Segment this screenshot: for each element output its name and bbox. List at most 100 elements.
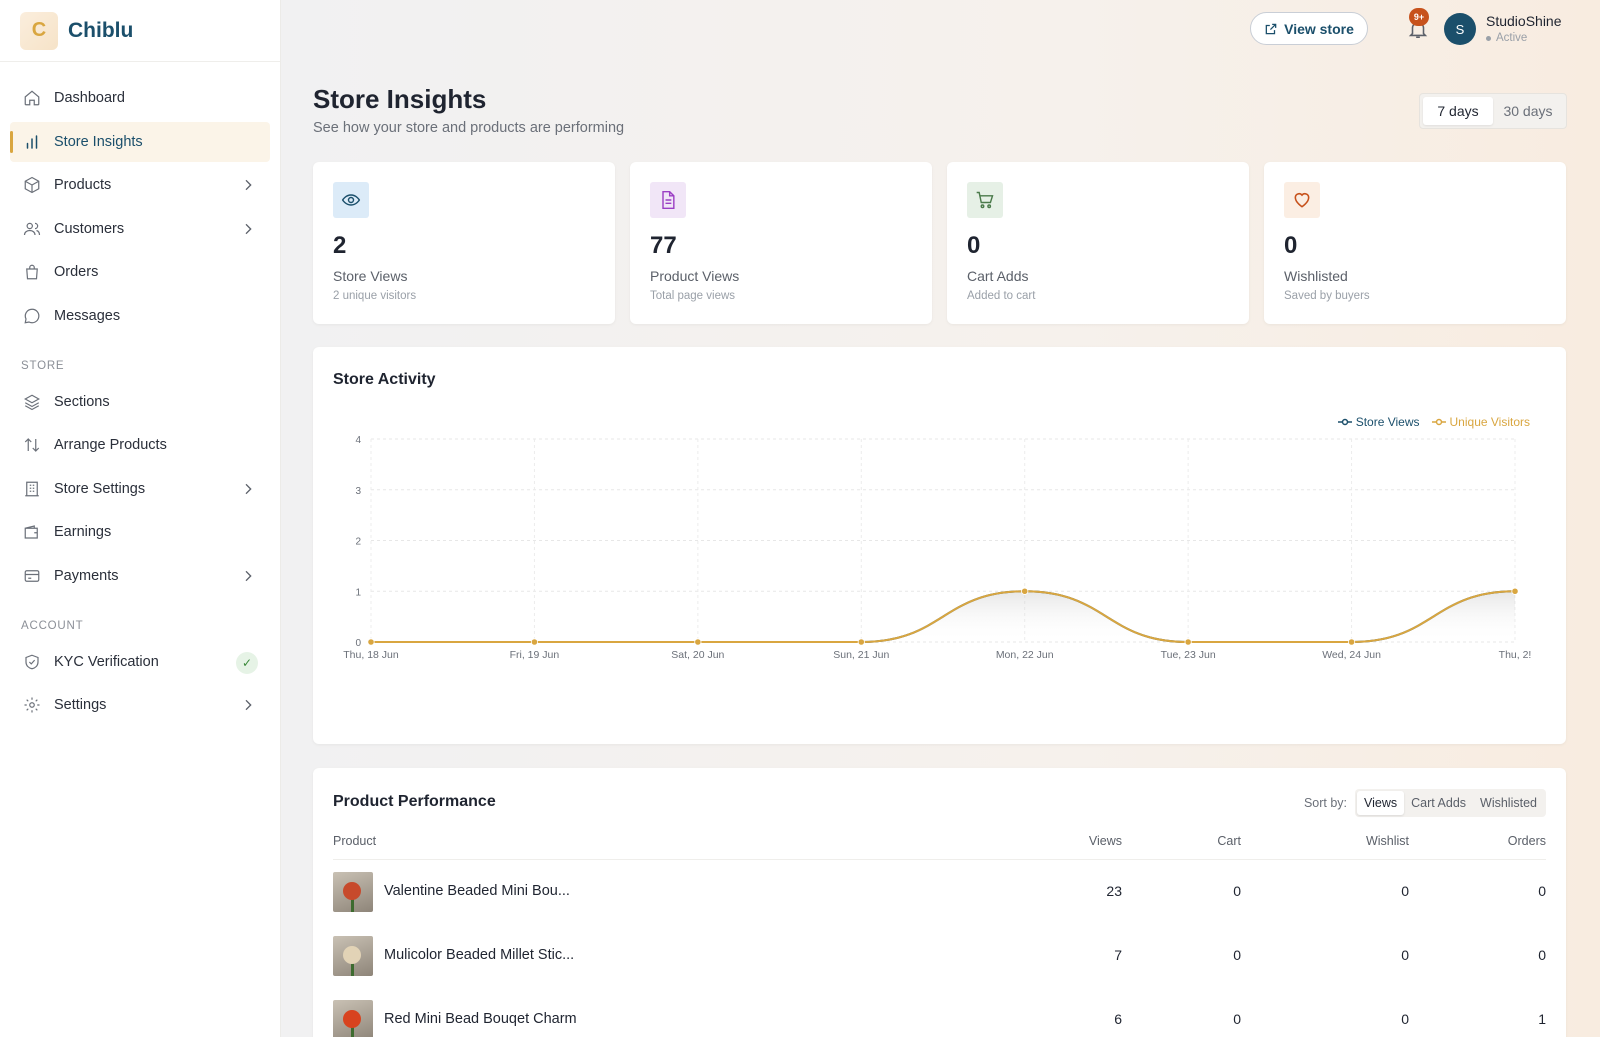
sidebar-item-store-insights[interactable]: Store Insights [10, 121, 270, 162]
legend-item-unique-visitors[interactable]: Unique Visitors [1431, 415, 1530, 429]
sort-wishlisted-button[interactable]: Wishlisted [1480, 796, 1537, 810]
y-tick-label: 1 [355, 587, 361, 598]
page-subtitle: See how your store and products are perf… [313, 120, 625, 136]
cell-orders: 0 [1538, 947, 1546, 963]
stat-value: 77 [650, 232, 677, 259]
range-30-days-button[interactable]: 30 days [1503, 103, 1553, 119]
stat-sub: 2 unique visitors [333, 290, 417, 302]
sidebar-item-earnings[interactable]: Earnings [10, 512, 270, 552]
product-name: Red Mini Bead Bouqet Charm [384, 1011, 577, 1027]
section-title-store: STORE [21, 359, 65, 372]
x-tick-label: Fri, 19 Jun [510, 649, 560, 661]
x-tick-label: Thu, 2! [1499, 649, 1532, 661]
column-header-views[interactable]: Views [1088, 834, 1122, 848]
table-row[interactable]: Red Mini Bead Bouqet Charm 6 0 0 1 [333, 1000, 1546, 1037]
product-performance-title: Product Performance [333, 793, 496, 810]
sidebar-item-products[interactable]: Products [10, 165, 270, 205]
cell-cart: 0 [1233, 947, 1241, 963]
cart-icon [967, 182, 1003, 218]
sidebar-item-store-settings[interactable]: Store Settings [10, 469, 270, 509]
stat-value: 0 [1284, 232, 1298, 259]
sidebar-item-customers[interactable]: Customers [10, 209, 270, 249]
sidebar-item-payments[interactable]: Payments [10, 556, 270, 596]
arrows-sort-icon [22, 435, 42, 455]
sidebar-item-label: Customers [54, 220, 125, 237]
main-content: View store 9+ S StudioShine Active Store… [281, 0, 1600, 1037]
sidebar-item-sections[interactable]: Sections [10, 382, 270, 422]
cell-wishlist: 0 [1401, 1011, 1409, 1027]
sort-views-button[interactable]: Views [1357, 791, 1405, 815]
cell-wishlist: 0 [1401, 947, 1409, 963]
sidebar-item-label: Arrange Products [54, 437, 167, 453]
column-header-orders[interactable]: Orders [1507, 834, 1546, 848]
table-row[interactable]: Mulicolor Beaded Millet Stic... 7 0 0 0 [333, 936, 1546, 976]
legend-label: Store Views [1355, 415, 1420, 429]
legend-line-marker [1337, 418, 1352, 426]
status-dot [1486, 35, 1491, 41]
range-7-days-button[interactable]: 7 days [1423, 97, 1493, 125]
sidebar-item-dashboard[interactable]: Dashboard [10, 78, 270, 118]
x-tick-label: Thu, 18 Jun [343, 649, 399, 661]
chevron-right-icon [245, 699, 252, 711]
section-title-account: ACCOUNT [21, 619, 84, 632]
data-point [1511, 587, 1519, 595]
gear-icon [22, 695, 42, 715]
sidebar-item-messages[interactable]: Messages [10, 296, 270, 336]
date-range-toggle: 7 days 30 days [1419, 93, 1567, 129]
data-point [1347, 638, 1356, 646]
document-icon [650, 182, 686, 218]
sidebar-item-label: Products [54, 177, 112, 193]
column-header-cart[interactable]: Cart [1217, 834, 1241, 848]
data-point [367, 638, 375, 646]
sort-by-control: Sort by: Views Cart Adds Wishlisted [1304, 789, 1546, 817]
sidebar-item-label: Store Insights [54, 133, 143, 150]
layers-icon [22, 392, 42, 412]
sidebar-item-settings[interactable]: Settings [10, 685, 270, 725]
legend-item-store-views[interactable]: Store Views [1337, 415, 1420, 429]
user-name[interactable]: StudioShine [1486, 13, 1562, 29]
page-title: Store Insights [313, 84, 487, 114]
cell-orders: 1 [1538, 1011, 1546, 1027]
stat-label: Wishlisted [1284, 268, 1348, 284]
external-link-icon [1265, 23, 1277, 34]
product-thumbnail [333, 872, 373, 912]
brand-name: Chiblu [68, 18, 134, 42]
avatar[interactable]: S [1444, 13, 1476, 45]
view-store-button[interactable]: View store [1250, 12, 1368, 45]
y-tick-label: 3 [355, 486, 361, 497]
wallet-icon [22, 522, 42, 542]
cell-cart: 0 [1233, 883, 1241, 899]
y-tick-label: 2 [355, 537, 361, 548]
stat-label: Cart Adds [967, 268, 1029, 284]
shopping-bag-icon [22, 262, 42, 282]
user-status: Active [1486, 32, 1527, 44]
data-point [1184, 638, 1192, 646]
building-icon [22, 479, 42, 499]
stat-value: 0 [967, 232, 981, 259]
x-tick-label: Sat, 20 Jun [671, 649, 724, 661]
product-thumbnail [333, 936, 373, 976]
brand[interactable]: C Chiblu [0, 0, 280, 62]
column-header-product[interactable]: Product [333, 834, 377, 848]
table-header-divider [333, 859, 1546, 860]
user-status-text: Active [1496, 32, 1528, 44]
cell-views: 7 [1114, 947, 1122, 963]
x-tick-label: Sun, 21 Jun [833, 649, 889, 661]
sidebar: C Chiblu Dashboard Store Insights Produc… [0, 0, 281, 1037]
sidebar-item-orders[interactable]: Orders [10, 252, 270, 292]
sort-cart-adds-button[interactable]: Cart Adds [1411, 796, 1467, 810]
heart-icon [1284, 182, 1320, 218]
product-thumbnail [333, 1000, 373, 1037]
data-point [694, 638, 702, 646]
sidebar-item-kyc-verification[interactable]: KYC Verification ✓ [10, 642, 270, 682]
stat-label: Store Views [333, 268, 408, 284]
stat-sub: Saved by buyers [1284, 290, 1370, 302]
table-row[interactable]: Valentine Beaded Mini Bou... 23 0 0 0 [333, 872, 1546, 912]
sidebar-item-arrange-products[interactable]: Arrange Products [10, 425, 270, 465]
legend-line-marker [1431, 418, 1446, 426]
sidebar-item-label: Store Settings [54, 480, 146, 497]
column-header-wishlist[interactable]: Wishlist [1365, 834, 1409, 848]
sort-options: Views Cart Adds Wishlisted [1355, 789, 1546, 817]
verified-check-icon: ✓ [236, 651, 258, 674]
logo: C [20, 11, 58, 50]
